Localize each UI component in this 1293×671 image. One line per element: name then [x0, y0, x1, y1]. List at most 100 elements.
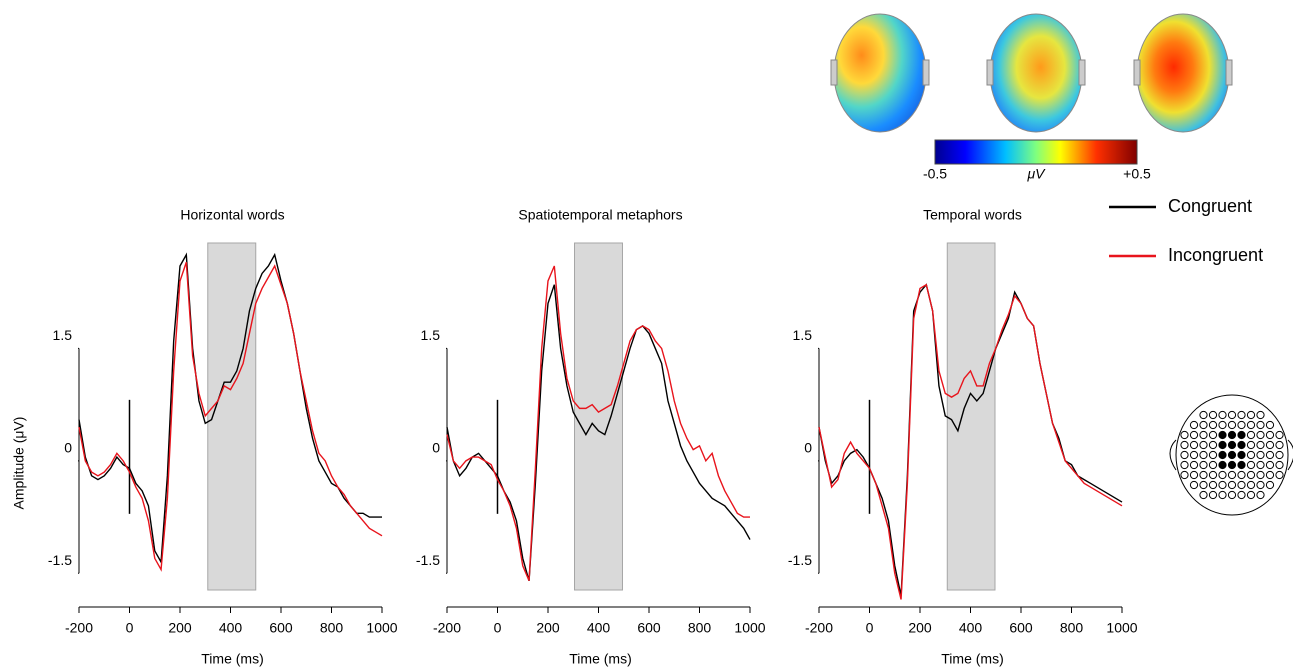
electrode: [1208, 440, 1218, 450]
x-tick-label: 800: [1060, 620, 1084, 636]
electrode: [1256, 420, 1265, 430]
x-axis-label: Time (ms): [569, 651, 631, 667]
x-tick-label: 800: [688, 620, 712, 636]
x-tick-label: -200: [65, 620, 93, 636]
x-axis-label: Time (ms): [201, 651, 263, 667]
electrode: [1199, 460, 1208, 470]
electrode: [1227, 450, 1237, 460]
x-tick-label: 600: [637, 620, 661, 636]
electrode: [1180, 470, 1189, 480]
electrode: [1246, 430, 1256, 440]
electrode: [1256, 480, 1265, 490]
electrode: [1189, 450, 1199, 460]
legend-label: Incongruent: [1168, 245, 1263, 265]
x-tick-label: 200: [168, 620, 192, 636]
electrode: [1218, 450, 1227, 460]
electrode: [1227, 420, 1237, 430]
electrode: [1199, 480, 1208, 490]
x-tick-label: 400: [959, 620, 983, 636]
electrode: [1227, 480, 1237, 490]
electrode: [1237, 470, 1246, 480]
y-tick-label: 0: [432, 440, 440, 456]
erp-line: [78, 252, 382, 565]
electrode: [1218, 410, 1227, 420]
head: [1175, 394, 1289, 516]
electrode: [1265, 480, 1275, 490]
x-tick-label: 200: [908, 620, 932, 636]
electrode: [1199, 470, 1208, 480]
electrode: [1256, 460, 1265, 470]
y-tick-label: -1.5: [788, 552, 812, 568]
electrode: [1265, 450, 1275, 460]
electrode: [1218, 430, 1227, 440]
electrode: [1275, 470, 1284, 480]
electrode: [1189, 480, 1199, 490]
electrode: [1199, 410, 1208, 420]
x-tick-label: 0: [866, 620, 874, 636]
electrode: [1256, 470, 1265, 480]
electrode: [1218, 490, 1227, 500]
electrode: [1180, 450, 1189, 460]
x-tick-label: 1000: [366, 620, 397, 636]
electrode: [1180, 430, 1189, 440]
colorbar-label: μV: [1026, 166, 1046, 182]
y-tick-label: -1.5: [416, 552, 440, 568]
topomaps: [830, 13, 1233, 133]
electrode: [1246, 470, 1256, 480]
electrode: [1199, 420, 1208, 430]
electrode: [1246, 420, 1256, 430]
electrode: [1256, 410, 1265, 420]
y-tick-label: -1.5: [48, 552, 72, 568]
electrode: [1227, 470, 1237, 480]
electrode: [1227, 490, 1237, 500]
y-tick-label: 0: [64, 440, 72, 456]
electrode: [1275, 450, 1284, 460]
topomap: [833, 13, 927, 133]
electrode: [1246, 480, 1256, 490]
ears: [1169, 439, 1293, 471]
electrode: [1208, 410, 1218, 420]
time-window: [207, 242, 257, 591]
x-tick-label: 0: [494, 620, 502, 636]
colorbar-tick-label: -0.5: [923, 166, 947, 182]
topomap: [1136, 13, 1230, 133]
electrode: [1275, 430, 1284, 440]
electrode: [1227, 440, 1237, 450]
electrode: [1208, 460, 1218, 470]
y-tick-label: 0: [804, 440, 812, 456]
x-tick-label: 400: [219, 620, 243, 636]
x-tick-label: -200: [805, 620, 833, 636]
x-tick-label: 0: [126, 620, 134, 636]
electrode: [1237, 410, 1246, 420]
y-tick-label: 1.5: [421, 327, 441, 343]
x-tick-label: 400: [587, 620, 611, 636]
electrode: [1208, 430, 1218, 440]
electrode: [1275, 460, 1284, 470]
x-tick-label: 800: [320, 620, 344, 636]
ear: [986, 59, 994, 86]
y-axis-label: Amplitude (μV): [11, 417, 27, 510]
electrode: [1237, 490, 1246, 500]
electrode: [1180, 460, 1189, 470]
electrode: [1189, 420, 1199, 430]
y-tick-label: 1.5: [793, 327, 813, 343]
electrode: [1256, 440, 1265, 450]
electrode: [1189, 460, 1199, 470]
erp-line: [446, 265, 750, 582]
electrode: [1246, 490, 1256, 500]
electrode: [1275, 440, 1284, 450]
electrode: [1265, 470, 1275, 480]
y-tick-label: 1.5: [53, 327, 73, 343]
electrode: [1265, 430, 1275, 440]
x-tick-label: 200: [536, 620, 560, 636]
electrode: [1265, 460, 1275, 470]
erp-line: [818, 283, 1123, 600]
erp-line: [78, 262, 383, 572]
electrode: [1256, 430, 1265, 440]
electrode: [1208, 450, 1218, 460]
electrode: [1227, 430, 1237, 440]
electrode: [1265, 420, 1275, 430]
electrode: [1246, 450, 1256, 460]
panel-title: Temporal words: [923, 207, 1022, 223]
